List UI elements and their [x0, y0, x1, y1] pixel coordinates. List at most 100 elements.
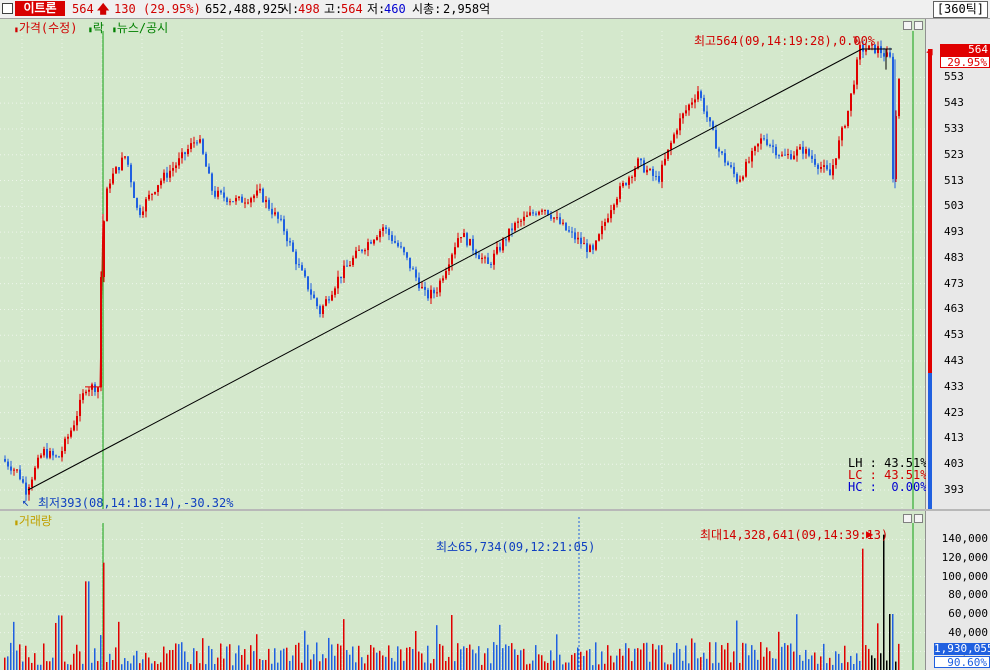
candle-body: [223, 192, 225, 198]
volume-chart[interactable]: [0, 511, 925, 670]
volume-bar: [553, 660, 555, 670]
volume-bar: [748, 655, 750, 670]
candle-body: [847, 110, 849, 127]
candle-body: [721, 151, 723, 154]
candle-body: [628, 177, 630, 185]
volume-bar: [430, 663, 432, 670]
volume-bar: [166, 653, 168, 670]
minimize-icon[interactable]: [903, 514, 912, 523]
low-price: 460: [384, 2, 406, 16]
volume-bar: [772, 658, 774, 670]
volume-bar: [550, 650, 552, 670]
volume-bar: [532, 660, 534, 670]
volume-bar: [433, 658, 435, 670]
close-icon[interactable]: [914, 21, 923, 30]
candle-body: [889, 52, 891, 57]
candle-body: [877, 46, 879, 54]
price-chart[interactable]: [0, 19, 925, 509]
volume-bar: [343, 619, 345, 670]
candle-body: [715, 129, 717, 149]
volume-bar: [799, 654, 801, 670]
volume-bar: [577, 647, 579, 670]
tick-interval-button[interactable]: [360틱]: [932, 1, 988, 18]
candle-body: [103, 221, 105, 278]
volume-bar: [415, 630, 417, 670]
current-volume-pct-tag: 90.60%: [934, 656, 990, 669]
candle-body: [358, 249, 360, 251]
candle-body: [4, 459, 6, 462]
candle-body: [538, 211, 540, 215]
select-checkbox[interactable]: [2, 3, 13, 14]
candle-body: [43, 449, 45, 456]
price-panel[interactable]: ▮가격(수정) ▮락 ▮뉴스/공시 최고564(09,14:19:28),0.0…: [0, 19, 928, 510]
stock-name[interactable]: 이트론: [15, 1, 65, 16]
candle-body: [436, 292, 438, 294]
volume-bar: [571, 654, 573, 670]
panel-splitter[interactable]: [0, 509, 990, 511]
min-annotation: 최저393(08,14:18:14),-30.32%: [38, 496, 234, 510]
candle-body: [283, 219, 285, 232]
candle-body: [499, 246, 501, 251]
volume-bar: [778, 631, 780, 670]
price-change-pct: (29.95%): [143, 2, 201, 16]
volume-bar: [859, 660, 861, 670]
volume-bar: [175, 643, 177, 670]
volume-bar: [673, 652, 675, 670]
candle-body: [430, 289, 432, 299]
candle-body: [355, 250, 357, 258]
volume-bar: [796, 614, 798, 670]
volume-bar: [517, 654, 519, 670]
candle-body: [352, 257, 354, 266]
candle-body: [127, 156, 129, 165]
candle-body: [397, 242, 399, 247]
volume-bar: [640, 649, 642, 670]
volume-bar: [265, 659, 267, 670]
volume-bar: [286, 647, 288, 670]
candle-body: [142, 211, 144, 215]
volume-bar: [247, 664, 249, 670]
mcap-label: 시총:: [412, 2, 442, 16]
close-icon[interactable]: [914, 514, 923, 523]
candle-body: [94, 384, 96, 392]
candle-body: [229, 201, 231, 203]
volume-bar: [409, 647, 411, 670]
candle-body: [88, 389, 90, 392]
volume-bar: [505, 644, 507, 670]
candle-body: [586, 243, 588, 252]
stat-lc: LC : 43.51%: [848, 468, 928, 482]
candle-body: [133, 182, 135, 199]
volume-bar: [163, 646, 165, 670]
volume-bar: [16, 650, 18, 670]
candle-body: [463, 233, 465, 238]
candle-body: [868, 45, 870, 50]
top-toolbar: 이트론 564 🡅 130 (29.95%) 652,488,925 시: 49…: [0, 0, 990, 19]
candle-body: [523, 216, 525, 221]
candle-body: [625, 182, 627, 185]
volume-bar: [697, 658, 699, 670]
candle-body: [193, 142, 195, 144]
candle-body: [673, 134, 675, 143]
candle-body: [856, 59, 858, 85]
candle-body: [649, 168, 651, 170]
candle-body: [265, 199, 267, 203]
trend-line: [27, 48, 863, 491]
volume-bar: [775, 658, 777, 670]
candle-body: [532, 212, 534, 214]
candle-body: [184, 152, 186, 155]
minimize-icon[interactable]: [903, 21, 912, 30]
candle-body: [214, 190, 216, 197]
volume-bar: [469, 644, 471, 670]
candle-body: [808, 149, 810, 156]
volume-bar: [292, 655, 294, 670]
candle-body: [835, 158, 837, 166]
candle-body: [403, 247, 405, 253]
candle-body: [442, 278, 444, 281]
volume-bar: [379, 650, 381, 670]
candle-body: [817, 164, 819, 169]
volume-bar: [4, 657, 6, 670]
volume-panel[interactable]: ▮거래량 최대14,328,641(09,14:39:13) ▶ 최소65,73…: [0, 511, 926, 670]
volume-bar: [7, 656, 9, 670]
candle-body: [787, 154, 789, 156]
volume-bar: [142, 659, 144, 670]
candle-body: [769, 144, 771, 146]
